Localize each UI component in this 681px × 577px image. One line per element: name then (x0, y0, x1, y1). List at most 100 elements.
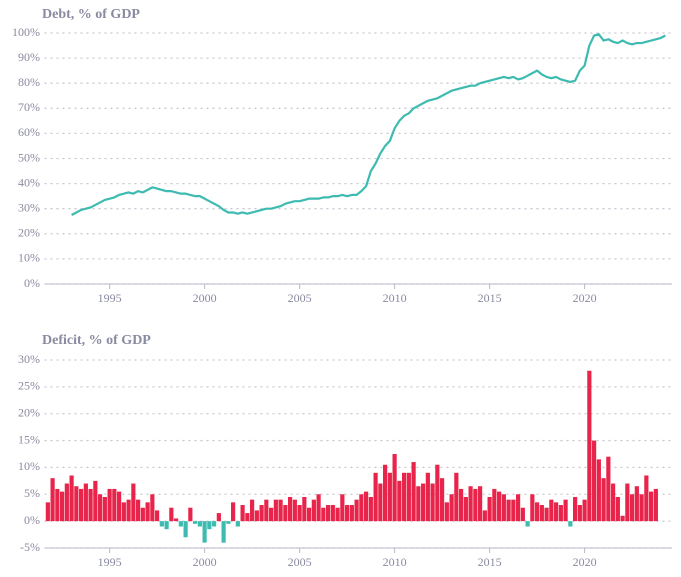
y-tick-label: 90% (18, 50, 40, 64)
bar (568, 521, 573, 527)
x-tick-label: 2015 (478, 555, 502, 569)
bar (340, 494, 345, 522)
bar (487, 496, 492, 522)
bar (425, 472, 430, 522)
y-tick-label: 20% (18, 226, 40, 240)
bar (126, 499, 131, 522)
bar (573, 496, 578, 522)
y-tick-label: 20% (18, 405, 40, 419)
bar (582, 499, 587, 522)
bar (131, 483, 136, 522)
bar (83, 483, 88, 522)
y-tick-label: 15% (18, 432, 40, 446)
bar (383, 464, 388, 522)
y-tick-label: 40% (18, 175, 40, 189)
bar (302, 496, 307, 522)
y-tick-label: 25% (18, 379, 40, 393)
bar (55, 488, 60, 522)
bar (88, 488, 93, 522)
bar (435, 464, 440, 522)
y-tick-label: 5% (24, 486, 40, 500)
bar (587, 370, 592, 522)
bar (269, 507, 274, 522)
x-tick-label: 2005 (288, 291, 312, 305)
bar (69, 475, 74, 522)
bar (639, 494, 644, 522)
x-tick-label: 2000 (193, 555, 217, 569)
bar (468, 486, 473, 522)
x-tick-label: 2015 (478, 291, 502, 305)
bar (630, 494, 635, 522)
bar (117, 491, 122, 522)
bar (373, 472, 378, 522)
bar (653, 488, 658, 522)
bar (416, 486, 421, 522)
x-tick-label: 2020 (573, 291, 597, 305)
x-tick-label: 2020 (573, 555, 597, 569)
bar (402, 472, 407, 522)
bar (193, 521, 198, 524)
bar (535, 502, 540, 522)
bar (601, 478, 606, 522)
bar (278, 499, 283, 522)
bar (202, 521, 207, 543)
bar (107, 488, 112, 522)
bar (178, 521, 183, 527)
bar (558, 505, 563, 522)
bar (169, 507, 174, 522)
bar (620, 515, 625, 522)
x-tick-label: 2005 (288, 555, 312, 569)
bar (345, 505, 350, 522)
bar (392, 454, 397, 522)
bar (577, 505, 582, 522)
bar (482, 510, 487, 522)
bar (544, 507, 549, 522)
bar (406, 472, 411, 522)
y-tick-label: 100% (12, 25, 40, 39)
bar (430, 483, 435, 522)
bar (606, 456, 611, 522)
bar (592, 440, 597, 522)
bar (155, 510, 160, 522)
bar (316, 494, 321, 522)
bar (292, 499, 297, 522)
bar (121, 502, 126, 522)
bar (221, 521, 226, 543)
bar (212, 521, 217, 527)
y-tick-label: 80% (18, 75, 40, 89)
y-tick-label: 0% (24, 276, 40, 290)
bar (615, 496, 620, 522)
bar (231, 502, 236, 522)
bar (164, 521, 169, 530)
bar (511, 499, 516, 522)
bar (207, 521, 212, 530)
x-tick-label: 1995 (98, 555, 122, 569)
y-tick-label: 10% (18, 251, 40, 265)
y-tick-label: -5% (20, 540, 40, 554)
bar (530, 494, 535, 522)
bar (216, 513, 221, 522)
y-tick-label: 60% (18, 125, 40, 139)
bar (330, 505, 335, 522)
bar (197, 521, 202, 527)
bar (226, 521, 231, 524)
bar (625, 483, 630, 522)
bar (387, 472, 392, 522)
bar (150, 494, 155, 522)
bar (45, 502, 50, 522)
bar (188, 507, 193, 522)
bar (459, 488, 464, 522)
bar (596, 459, 601, 522)
bar (368, 496, 373, 522)
bar (254, 510, 259, 522)
bar (554, 502, 559, 522)
bar (102, 496, 107, 522)
bar (444, 502, 449, 522)
bar (411, 462, 416, 522)
bar (74, 486, 79, 522)
bar (463, 496, 468, 522)
bar (497, 491, 502, 522)
bar (378, 483, 383, 522)
debt-line (71, 33, 666, 216)
bar (478, 486, 483, 522)
